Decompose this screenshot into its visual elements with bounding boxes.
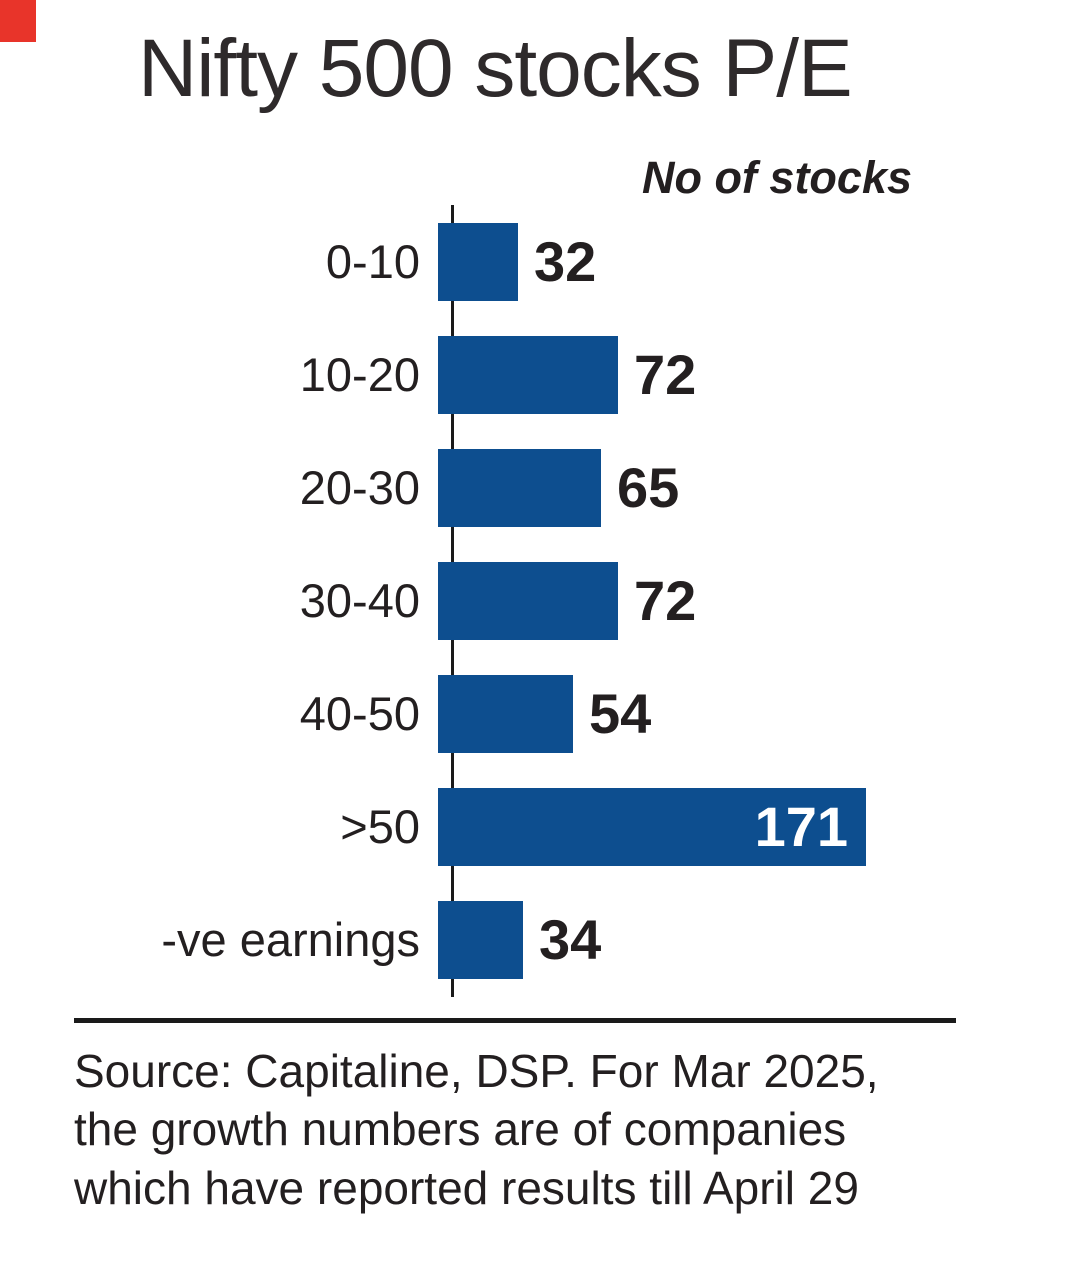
value-label: 54 — [589, 682, 652, 745]
value-label: 72 — [634, 569, 697, 632]
bar-rows: 0-10 32 10-20 72 20-30 65 30-40 72 40-50 54 >50 171… — [0, 205, 1079, 996]
category-label: >50 — [340, 800, 420, 853]
bar-row: >50 171 — [0, 770, 1079, 883]
bar-track: 171 — [438, 787, 1079, 866]
category-label: 30-40 — [299, 574, 420, 627]
bar — [438, 222, 518, 301]
chart-title: Nifty 500 stocks P/E — [138, 23, 853, 114]
red-corner-mark — [0, 0, 36, 42]
bar-row: 30-40 72 — [0, 544, 1079, 657]
bar-chart: 0-10 32 10-20 72 20-30 65 30-40 72 40-50 54 >50 171… — [0, 205, 1079, 997]
bar-track: 34 — [438, 900, 1079, 979]
bar: 171 — [438, 787, 866, 866]
value-label: 34 — [539, 908, 602, 971]
source-note: Source: Capitaline, DSP. For Mar 2025, t… — [74, 1045, 879, 1214]
category-label: -ve earnings — [161, 913, 420, 966]
value-label: 32 — [534, 230, 597, 293]
bar-track: 72 — [438, 561, 1079, 640]
bar — [438, 674, 573, 753]
value-label: 171 — [754, 795, 848, 858]
bar-row: -ve earnings 34 — [0, 883, 1079, 996]
category-label: 0-10 — [325, 235, 420, 288]
bar-row: 40-50 54 — [0, 657, 1079, 770]
bar-track: 72 — [438, 335, 1079, 414]
bar-row: 0-10 32 — [0, 205, 1079, 318]
bar-row: 10-20 72 — [0, 318, 1079, 431]
source-divider-rule — [74, 1018, 956, 1023]
bar — [438, 335, 618, 414]
category-label: 10-20 — [299, 348, 420, 401]
bar-track: 32 — [438, 222, 1079, 301]
category-label: 40-50 — [299, 687, 420, 740]
value-axis-caption: No of stocks — [641, 152, 912, 203]
bar-row: 20-30 65 — [0, 431, 1079, 544]
category-label: 20-30 — [299, 461, 420, 514]
bar — [438, 561, 618, 640]
bar — [438, 900, 523, 979]
value-label: 65 — [617, 456, 680, 519]
bar-track: 54 — [438, 674, 1079, 753]
value-label: 72 — [634, 343, 697, 406]
bar — [438, 448, 601, 527]
bar-track: 65 — [438, 448, 1079, 527]
